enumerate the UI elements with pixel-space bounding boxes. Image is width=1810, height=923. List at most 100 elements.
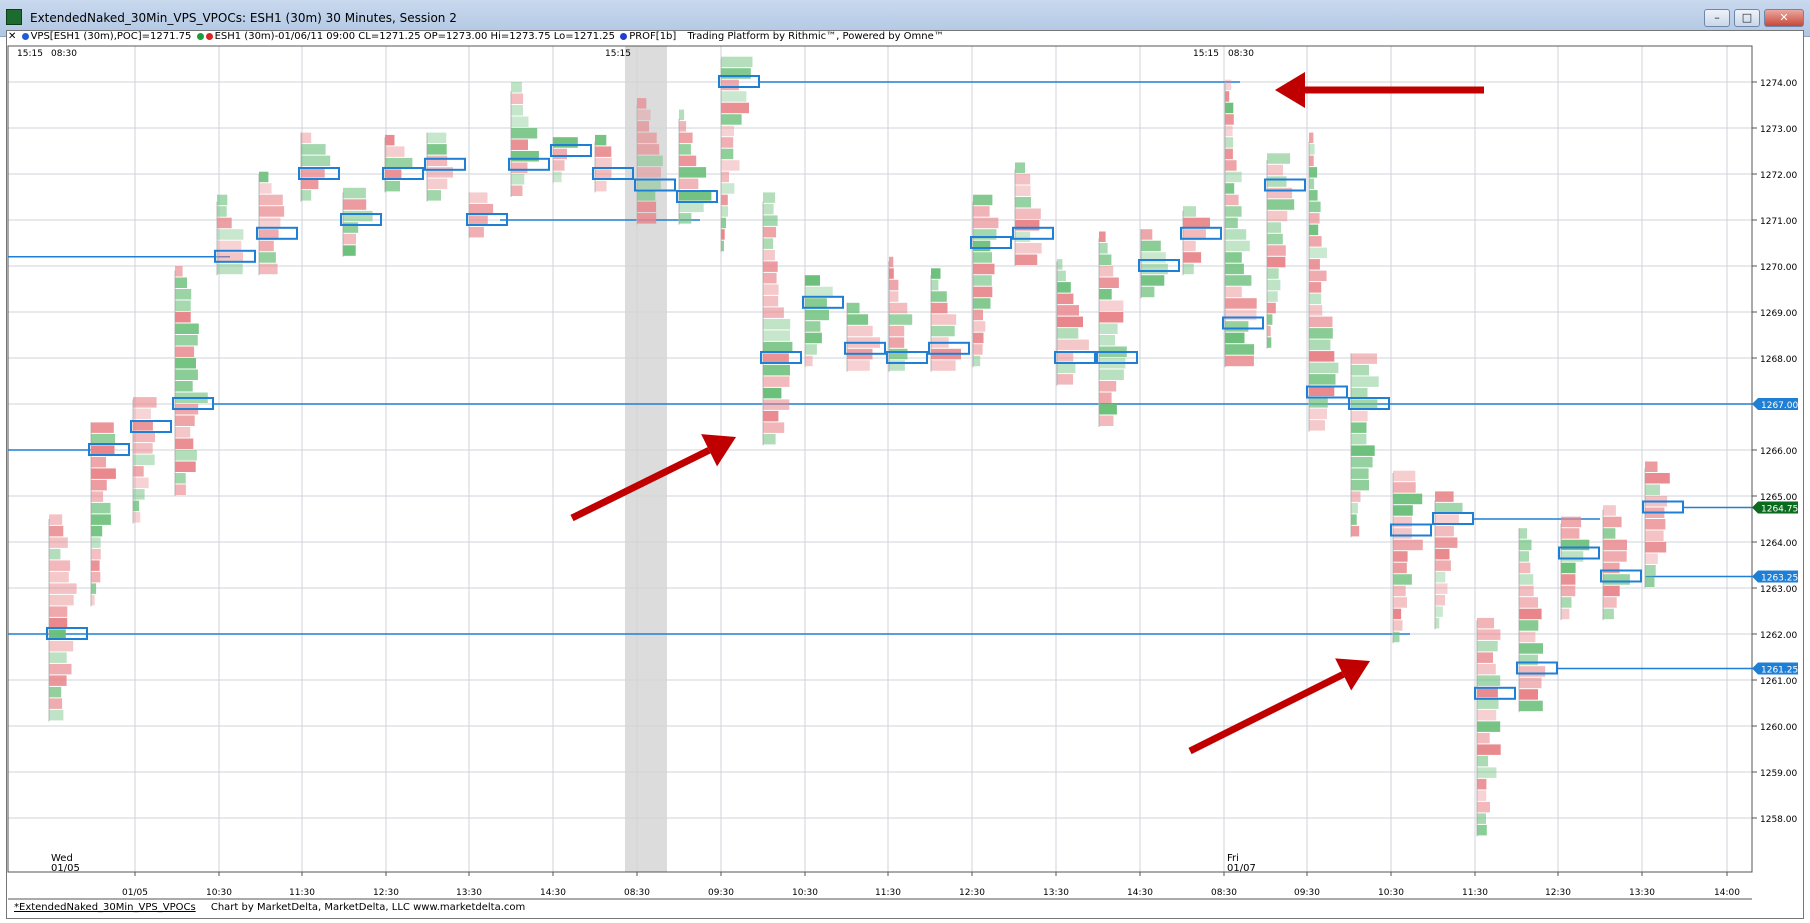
- profile-level: [1225, 286, 1242, 298]
- profile-level: [805, 321, 821, 332]
- poc-box[interactable]: [1516, 661, 1558, 675]
- profile-level: [763, 192, 776, 203]
- profile-level: [1477, 698, 1499, 709]
- chart-name-link[interactable]: *ExtendedNaked_30Min_VPS_VPOCs: [14, 902, 196, 913]
- profile-level: [1099, 335, 1115, 346]
- poc-box[interactable]: [718, 75, 760, 88]
- poc-box[interactable]: [1558, 546, 1600, 560]
- poc-box[interactable]: [130, 420, 172, 433]
- x-tick-label: 08:30: [1211, 888, 1237, 898]
- poc-box[interactable]: [424, 157, 466, 171]
- poc-box[interactable]: [466, 213, 508, 226]
- poc-box[interactable]: [970, 236, 1012, 249]
- poc-box[interactable]: [1012, 226, 1054, 240]
- poc-box[interactable]: [1096, 351, 1138, 364]
- profile-level: [1351, 399, 1378, 410]
- profile-level: [1225, 160, 1237, 171]
- poc-box[interactable]: [1054, 351, 1096, 364]
- profile-level: [721, 68, 751, 79]
- profile-level: [133, 489, 145, 500]
- profile-level: [1267, 291, 1278, 302]
- profile-level: [763, 433, 776, 445]
- study-label: VPS[ESH1 (30m),POC]=1271.75: [30, 31, 192, 42]
- profile-level: [595, 157, 612, 169]
- profile-level: [805, 286, 833, 298]
- profile-level: [1477, 640, 1498, 652]
- poc-box[interactable]: [298, 167, 340, 180]
- poc-box[interactable]: [1264, 178, 1306, 192]
- poc-box[interactable]: [46, 627, 88, 640]
- poc-box[interactable]: [1348, 397, 1390, 410]
- poc-box[interactable]: [508, 157, 550, 171]
- poc-box[interactable]: [1432, 512, 1474, 525]
- plot-border: [7, 45, 1753, 873]
- poc-box[interactable]: [88, 443, 130, 456]
- profile-level: [1225, 240, 1250, 252]
- poc-box[interactable]: [1180, 226, 1222, 240]
- y-tick-label: 1259.00: [1760, 769, 1797, 779]
- poc-box[interactable]: [592, 167, 634, 180]
- poc-box[interactable]: [1222, 316, 1264, 330]
- poc-box[interactable]: [676, 190, 718, 203]
- minimize-button[interactable]: –: [1704, 9, 1730, 27]
- poc-box[interactable]: [214, 249, 256, 263]
- profile-level: [889, 268, 894, 279]
- profile-level: [1645, 565, 1656, 576]
- poc-box[interactable]: [1600, 569, 1642, 583]
- profile-level: [1309, 155, 1314, 167]
- profile-level: [175, 427, 191, 438]
- poc-box[interactable]: [1642, 500, 1684, 514]
- close-button[interactable]: ✕: [1764, 9, 1804, 27]
- profile-level: [1183, 206, 1196, 217]
- profile-level: [889, 348, 908, 360]
- poc-box[interactable]: [340, 213, 382, 226]
- poc-box[interactable]: [928, 341, 970, 355]
- profile-level: [1435, 571, 1446, 583]
- poc-box[interactable]: [256, 226, 298, 240]
- profile-level: [49, 560, 71, 571]
- top-time-label: 08:30: [1228, 49, 1254, 59]
- profile-level: [1351, 433, 1367, 445]
- poc-box[interactable]: [1138, 259, 1180, 272]
- profile-level: [721, 79, 739, 91]
- profile-level: [1057, 305, 1079, 316]
- poc-box[interactable]: [1306, 385, 1348, 399]
- poc-box[interactable]: [550, 144, 592, 157]
- profile-level: [1057, 259, 1063, 270]
- profile-level: [1645, 484, 1660, 495]
- poc-box[interactable]: [802, 295, 844, 309]
- profile-level: [1393, 562, 1407, 574]
- poc-box[interactable]: [886, 351, 928, 364]
- maximize-button[interactable]: □: [1734, 9, 1760, 27]
- profile-level: [889, 256, 894, 268]
- profile-level: [637, 190, 656, 201]
- x-tick-label: 13:30: [1043, 888, 1069, 898]
- profile-level: [175, 438, 194, 449]
- profile-level: [595, 146, 612, 157]
- profile-level: [1393, 539, 1423, 551]
- poc-box[interactable]: [172, 397, 214, 410]
- poc-box[interactable]: [1474, 686, 1516, 700]
- profile-level: [91, 433, 116, 445]
- profile-level: [511, 151, 539, 162]
- profile-level: [1351, 502, 1358, 514]
- prof-label: PROF[1b]: [629, 31, 677, 42]
- poc-box[interactable]: [844, 341, 886, 355]
- infobar-close-icon[interactable]: ✕: [8, 31, 17, 42]
- profile-level: [637, 98, 647, 109]
- profile-level: [637, 121, 650, 132]
- profile-level: [301, 190, 312, 201]
- profile-level: [511, 185, 523, 196]
- profile-level: [1267, 268, 1279, 279]
- profile-level: [1225, 275, 1252, 286]
- poc-box[interactable]: [1390, 523, 1432, 537]
- profile-level: [1309, 259, 1320, 270]
- poc-box[interactable]: [382, 167, 424, 180]
- profile-level: [1477, 790, 1487, 801]
- profile-level: [1519, 631, 1536, 643]
- profile-level: [259, 263, 278, 275]
- poc-box[interactable]: [634, 178, 676, 192]
- profile-level: [1435, 525, 1454, 537]
- poc-box[interactable]: [760, 351, 802, 364]
